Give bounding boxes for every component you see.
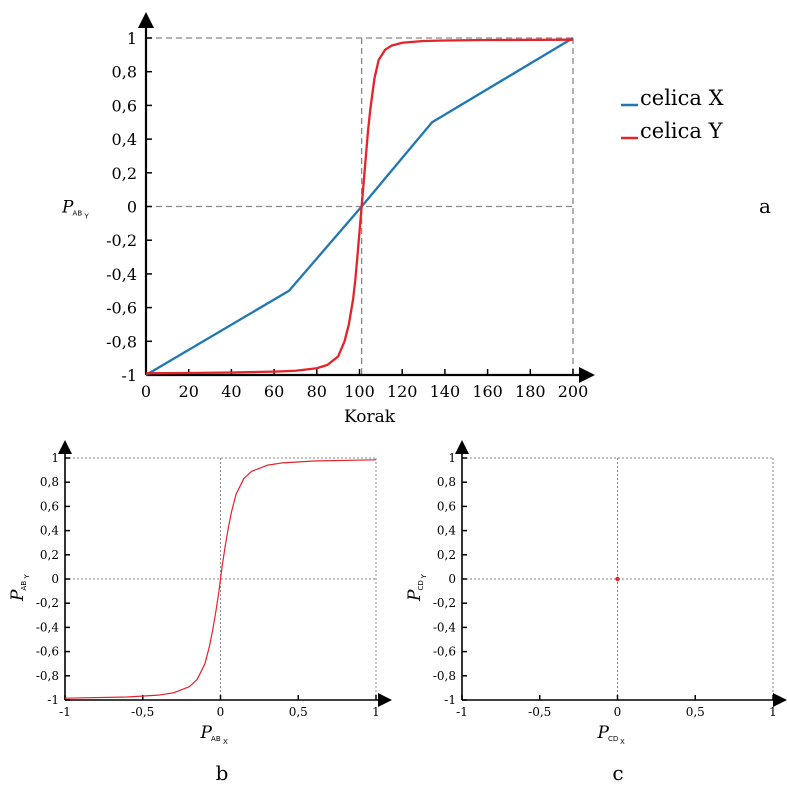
legend-label: celica Y — [640, 119, 724, 143]
y-axis-label-sub: AB — [73, 210, 83, 218]
y-tick-label: -1 — [444, 693, 456, 707]
y-tick-label: 0,4 — [437, 524, 456, 538]
y-axis-label-subsub: Y — [23, 573, 31, 579]
x-tick-label: 0 — [614, 705, 622, 719]
y-axis-label-rot: PAB Y — [8, 573, 31, 602]
y-tick-label: -0,4 — [36, 620, 60, 634]
x-tick-label: -0,5 — [528, 705, 551, 719]
x-axis-label-subsub: X — [620, 738, 625, 746]
y-tick-label: -0,6 — [433, 645, 456, 659]
x-axis-label: P AB X — [200, 723, 229, 746]
y-tick-label: 0,8 — [437, 475, 456, 489]
y-tick-label: -0,8 — [433, 669, 456, 683]
x-tick-label: 180 — [515, 382, 546, 401]
y-axis-label: PAB Y — [8, 573, 31, 602]
data-point — [615, 576, 620, 582]
y-tick-label: 0,6 — [437, 499, 456, 513]
x-tick-label: 160 — [472, 382, 503, 401]
y-tick-label: 1 — [448, 451, 456, 465]
x-tick-label: 0 — [217, 705, 225, 719]
x-tick-label: -0,5 — [131, 705, 154, 719]
y-tick-label: 0,2 — [112, 164, 137, 183]
legend-label: celica X — [640, 86, 724, 110]
y-tick-label: 0,4 — [112, 130, 137, 149]
y-axis-arrow — [138, 12, 154, 28]
chart-panel-c: -1 -0,5 0 0,5 1 -1 -0,8 -0,6 -0,4 -0,2 0 0,2 0,4 0,6 0… — [405, 440, 787, 785]
y-axis-arrow — [58, 440, 72, 454]
x-axis-label-main: P — [597, 723, 610, 743]
x-axis-arrow — [773, 693, 787, 707]
x-axis-label-sub: AB — [211, 735, 221, 743]
y-tick-label: -0,6 — [106, 299, 137, 318]
y-axis-label-main: P — [8, 589, 28, 602]
chart-panel-a: 0 20 40 60 80 100 120 140 160 180 200 -1 -0,8 -0,6 -0,… — [106, 12, 771, 427]
x-axis-label: Korak — [344, 407, 396, 427]
y-tick-label: 0,6 — [40, 499, 59, 513]
y-tick-label: 0,2 — [437, 548, 456, 562]
y-tick-label: 1 — [51, 451, 59, 465]
legend: celica X celica Y — [621, 86, 724, 143]
y-tick-label: 1 — [127, 29, 137, 48]
y-tick-label: -0,2 — [433, 596, 456, 610]
y-axis-label-subsub: Y — [420, 573, 428, 579]
chart-panel-b: -1 -0,5 0 0,5 1 -1 -0,8 -0,6 -0,4 -0,2 0 0,2 0,4 0,6 0… — [8, 440, 392, 785]
x-tick-label: -1 — [456, 705, 468, 719]
panel-letter: a — [759, 194, 771, 218]
y-tick-label: -0,4 — [106, 265, 137, 284]
series-line-curve — [64, 459, 377, 699]
y-tick-label: -1 — [47, 693, 59, 707]
y-tick-label: -1 — [121, 366, 137, 385]
x-tick-label: 140 — [430, 382, 461, 401]
x-axis-label-subsub: X — [223, 738, 228, 746]
x-tick-label: 1 — [372, 705, 380, 719]
y-tick-label: -0,6 — [36, 645, 59, 659]
y-tick-label: 0,8 — [40, 475, 59, 489]
x-axis-label-main: P — [200, 723, 213, 743]
x-tick-label: 0,5 — [686, 705, 705, 719]
y-axis-arrow — [455, 440, 469, 454]
x-tick-label: 80 — [307, 382, 327, 401]
y-axis-label-main: P — [405, 589, 425, 602]
series-line-celica-Y — [145, 38, 574, 375]
y-tick-label: -0,4 — [433, 620, 457, 634]
panel-letter: c — [612, 761, 623, 785]
x-tick-label: 0,5 — [289, 705, 308, 719]
x-axis-arrow — [579, 367, 595, 383]
x-tick-label: 1 — [769, 705, 777, 719]
y-axis-label-sub: AB — [20, 581, 28, 591]
y-tick-label: 0,4 — [40, 524, 59, 538]
x-tick-label: 20 — [179, 382, 199, 401]
x-axis-label-sub: CD — [608, 735, 618, 743]
x-tick-label: 120 — [387, 382, 418, 401]
y-tick-label: 0,2 — [40, 548, 59, 562]
y-tick-label: 0 — [448, 572, 456, 586]
x-tick-label: 200 — [558, 382, 589, 401]
y-tick-label: 0,8 — [112, 63, 137, 82]
x-axis-label: P CD X — [597, 723, 626, 746]
y-tick-label: -0,8 — [106, 332, 137, 351]
panel-letter: b — [216, 761, 229, 785]
y-tick-label: -0,8 — [36, 669, 59, 683]
y-axis-label-main: P — [61, 198, 74, 218]
x-axis-arrow — [378, 693, 392, 707]
y-tick-label: 0,6 — [112, 96, 137, 115]
x-tick-label: 100 — [344, 382, 375, 401]
x-tick-label: 40 — [221, 382, 241, 401]
y-tick-label: 0 — [127, 198, 137, 217]
x-tick-label: 60 — [264, 382, 284, 401]
y-axis-label-sub: CD — [417, 580, 425, 590]
y-tick-label: -0,2 — [106, 231, 137, 250]
x-tick-label: 0 — [141, 382, 151, 401]
y-tick-label: 0 — [51, 572, 59, 586]
y-tick-label: -0,2 — [36, 596, 59, 610]
x-tick-label: -1 — [59, 705, 71, 719]
y-axis-label-subsub: Y — [84, 213, 90, 221]
